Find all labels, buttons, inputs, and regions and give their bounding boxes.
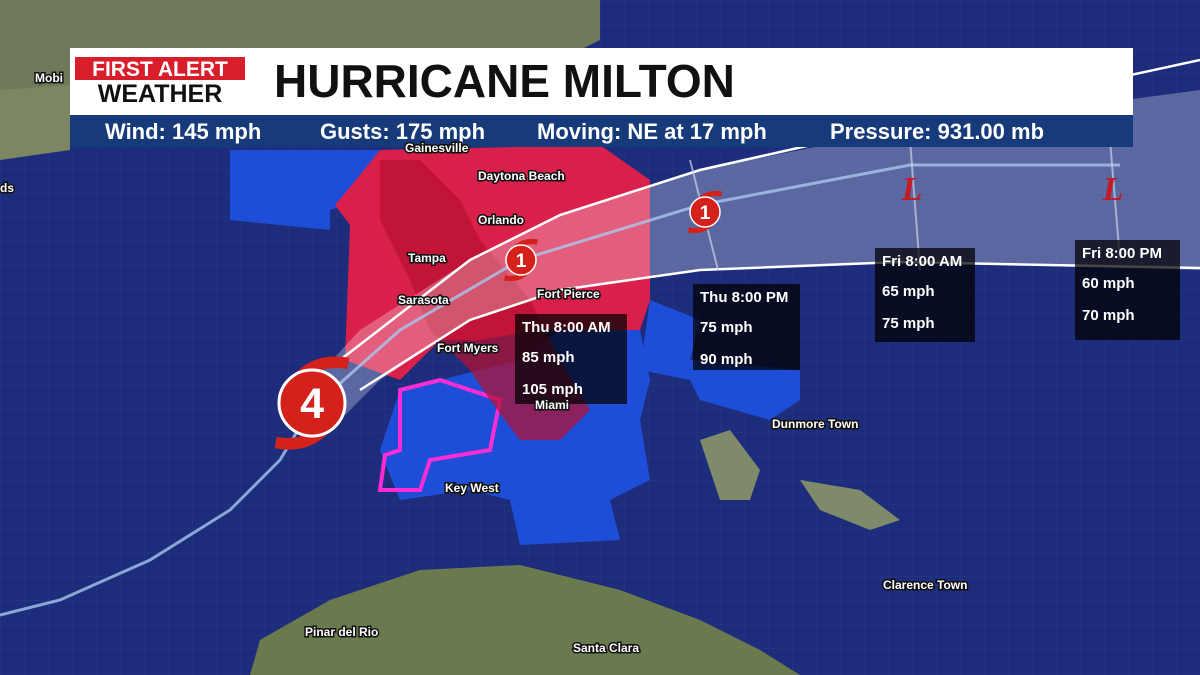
low-marker: L (901, 171, 923, 208)
storm-category: 4 (300, 380, 324, 428)
place-label: Miami (535, 398, 569, 412)
place-label: Fort Pierce (537, 287, 600, 301)
storm-category: 1 (516, 250, 527, 272)
forecast-wind: 75 mph (700, 319, 753, 336)
stats: Wind: 145 mph Gusts: 175 mph Moving: NE at… (105, 119, 1044, 144)
place-label: ds (0, 181, 14, 195)
forecast-gust: 90 mph (700, 351, 753, 368)
cuba (250, 565, 800, 675)
place-label: Clarence Town (883, 578, 967, 592)
place-label: Gainesville (405, 141, 469, 155)
storm-icon (277, 368, 347, 438)
stats-bar (70, 115, 1133, 147)
place-label: Santa Clara (573, 641, 639, 655)
place-label: Daytona Beach (478, 169, 565, 183)
forecast-time: Thu 8:00 PM (700, 289, 788, 306)
stat: Moving: NE at 17 mph (537, 119, 767, 144)
forecast-gust: 105 mph (522, 381, 583, 398)
forecast-box (1075, 240, 1180, 340)
forecast-box (875, 248, 975, 342)
place-label: Orlando (478, 213, 524, 227)
storm-category: 1 (700, 202, 711, 224)
stat: Gusts: 175 mph (320, 119, 485, 144)
map-overlay: 4 1 1 L L Thu 8:00 AM 85 mph 105 mph Thu 8:00 PM… (0, 70, 1180, 657)
storm-icon (689, 196, 721, 228)
forecast-box (693, 284, 800, 370)
storm-surge-outline (377, 377, 503, 492)
gulf-coast (0, 85, 70, 160)
forecast-time: Fri 8:00 PM (1082, 245, 1162, 262)
forecast-cone (300, 90, 1200, 420)
logo-line1: FIRST ALERT (92, 58, 228, 81)
bahamas-islands (800, 480, 900, 530)
title: HURRICANE MILTON (274, 55, 735, 107)
place-label: Pinar del Rio (305, 625, 378, 639)
forecast-wind: 60 mph (1082, 275, 1135, 292)
tropical-storm-watch (640, 300, 800, 420)
place-label: Tampa (408, 251, 446, 265)
logo-line2: WEATHER (98, 80, 223, 108)
place-label: Fort Myers (437, 341, 499, 355)
forecast-gust: 70 mph (1082, 307, 1135, 324)
place-label: Sarasota (398, 293, 449, 307)
forecast-gust: 75 mph (882, 315, 935, 332)
forecast-wind: 65 mph (882, 283, 935, 300)
low-marker: L (1102, 171, 1124, 208)
forecast-time: Fri 8:00 AM (882, 253, 962, 270)
andros-island (700, 430, 760, 500)
header-bar (70, 48, 1133, 115)
forecast-time: Thu 8:00 AM (522, 319, 611, 336)
place-label: Key West (445, 481, 499, 495)
logo-badge (75, 57, 245, 80)
storm-icon (505, 244, 537, 276)
stat: Pressure: 931.00 mb (830, 119, 1044, 144)
place-label: Mobi (35, 71, 63, 85)
forecast-box (515, 314, 627, 404)
forecast-wind: 85 mph (522, 349, 575, 366)
place-label: Dunmore Town (772, 417, 858, 431)
stat: Wind: 145 mph (105, 119, 261, 144)
